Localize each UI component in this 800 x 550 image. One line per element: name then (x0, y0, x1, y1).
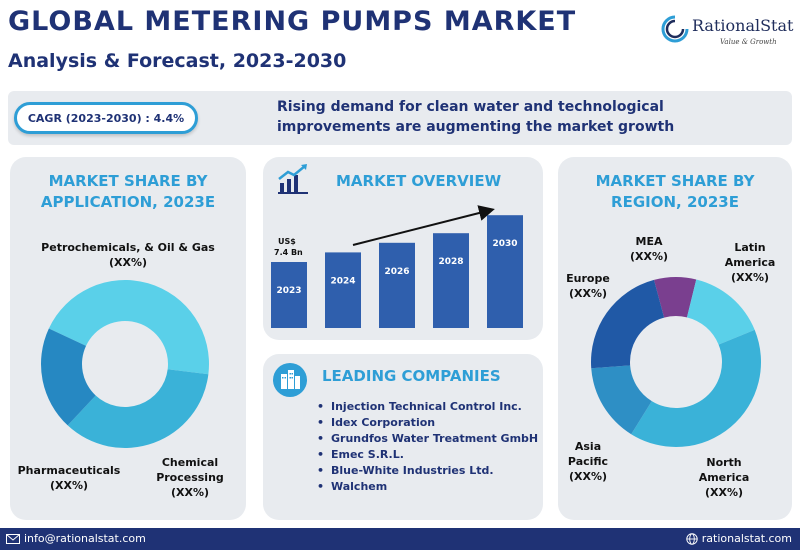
list-item: Walchem (314, 480, 542, 494)
page-title: GLOBAL METERING PUMPS MARKET (8, 6, 577, 37)
bar-2023 (271, 262, 307, 328)
label-pharmaceuticals: Pharmaceuticals (XX%) (14, 463, 124, 493)
label-chemical-processing: Chemical Processing (XX%) (145, 455, 235, 500)
label-asia-value: (XX%) (568, 470, 608, 483)
label-europe: Europe (XX%) (562, 271, 614, 301)
bar-2026 (379, 242, 415, 328)
label-pharmaceuticals-value: (XX%) (49, 479, 89, 492)
list-item: Idex Corporation (314, 416, 542, 430)
label-pharmaceuticals-name: Pharmaceuticals (17, 464, 121, 477)
label-north-america: North America (XX%) (692, 455, 756, 500)
label-latin-america: Latin America (XX%) (718, 240, 782, 285)
logo-name: RationalStat (692, 16, 794, 35)
application-heading-line2: APPLICATION, 2023E (40, 193, 216, 211)
region-donut (591, 277, 761, 447)
region-slice-4 (591, 279, 665, 369)
banner-headline: Rising demand for clean water and techno… (277, 99, 675, 135)
list-item: Blue-White Industries Ltd. (314, 464, 542, 478)
application-slice-0 (48, 280, 209, 375)
bar-value-label-line2: 7.4 Bn (274, 248, 303, 257)
page-subtitle: Analysis & Forecast, 2023-2030 (8, 50, 347, 72)
region-slice-2 (631, 329, 761, 447)
footer-email[interactable]: info@rationalstat.com (6, 532, 146, 545)
market-overview-chart: 2023 2024 2026 2028 2030 US$ 7.4 Bn (271, 205, 523, 328)
label-latin-name-line2: America (724, 256, 776, 269)
region-slice-0 (654, 277, 697, 318)
leading-heading: LEADING COMPANIES (322, 367, 501, 385)
bar-label-2030: 2030 (492, 239, 517, 249)
footer-email-text[interactable]: info@rationalstat.com (24, 532, 146, 545)
label-mea: MEA (XX%) (624, 234, 674, 264)
bar-2028 (433, 233, 469, 328)
footer-website-text[interactable]: rationalstat.com (701, 532, 792, 545)
application-slice-1 (67, 369, 209, 448)
growth-chart-icon (278, 164, 308, 194)
region-slice-1 (686, 279, 755, 345)
application-donut (40, 280, 209, 448)
bar-label-2028: 2028 (438, 257, 463, 267)
companies-list: Injection Technical Control Inc. Idex Co… (314, 400, 542, 496)
mail-icon (6, 533, 20, 544)
logo-tagline: Value & Growth (720, 38, 777, 46)
bar-2024 (325, 252, 361, 328)
application-heading: MARKET SHARE BY APPLICATION, 2023E (10, 171, 246, 213)
list-item: Grundfos Water Treatment GmbH (314, 432, 542, 446)
footer-website[interactable]: rationalstat.com (686, 532, 792, 545)
label-chemical-value: (XX%) (170, 486, 210, 499)
label-north-value: (XX%) (704, 486, 744, 499)
region-heading: MARKET SHARE BY REGION, 2023E (558, 171, 792, 213)
brand-logo: RationalStat Value & Growth (660, 12, 794, 52)
label-europe-value: (XX%) (568, 287, 608, 300)
bar-label-2026: 2026 (384, 267, 409, 277)
label-asia-name: Asia (574, 440, 602, 453)
label-mea-name: MEA (635, 235, 663, 248)
list-item: Injection Technical Control Inc. (314, 400, 542, 414)
label-chemical-name: Chemical (161, 456, 219, 469)
label-petrochemicals: Petrochemicals, & Oil & Gas (XX%) (20, 240, 236, 270)
cagr-badge: CAGR (2023-2030) : 4.4% (14, 102, 198, 134)
label-north-name-line2: America (698, 471, 750, 484)
label-asia-pacific: Asia Pacific (XX%) (562, 439, 614, 484)
application-slice-2 (40, 328, 96, 426)
bar-label-2023: 2023 (276, 286, 301, 296)
region-slice-3 (591, 365, 652, 435)
overview-heading: MARKET OVERVIEW (336, 172, 502, 190)
region-heading-line1: MARKET SHARE BY (595, 172, 755, 190)
label-asia-name-line2: Pacific (567, 455, 609, 468)
label-latin-name: Latin (734, 241, 766, 254)
bar-value-label-line1: US$ (278, 237, 296, 246)
footer-bar: info@rationalstat.com rationalstat.com (0, 528, 800, 550)
region-heading-line2: REGION, 2023E (611, 193, 739, 211)
globe-icon (686, 532, 698, 545)
application-heading-line1: MARKET SHARE BY (48, 172, 208, 190)
buildings-icon (273, 363, 307, 397)
logo-mark-icon (661, 15, 689, 43)
label-petrochemicals-name: Petrochemicals, & Oil & Gas (41, 241, 215, 254)
label-petrochemicals-value: (XX%) (108, 256, 148, 269)
label-chemical-name-line2: Processing (156, 471, 224, 484)
label-north-name: North (706, 456, 742, 469)
bar-label-2024: 2024 (330, 276, 355, 286)
label-latin-value: (XX%) (730, 271, 770, 284)
label-mea-value: (XX%) (629, 250, 669, 263)
label-europe-name: Europe (566, 272, 610, 285)
trend-arrow (352, 205, 495, 246)
list-item: Emec S.R.L. (314, 448, 542, 462)
bar-2030 (487, 215, 523, 328)
